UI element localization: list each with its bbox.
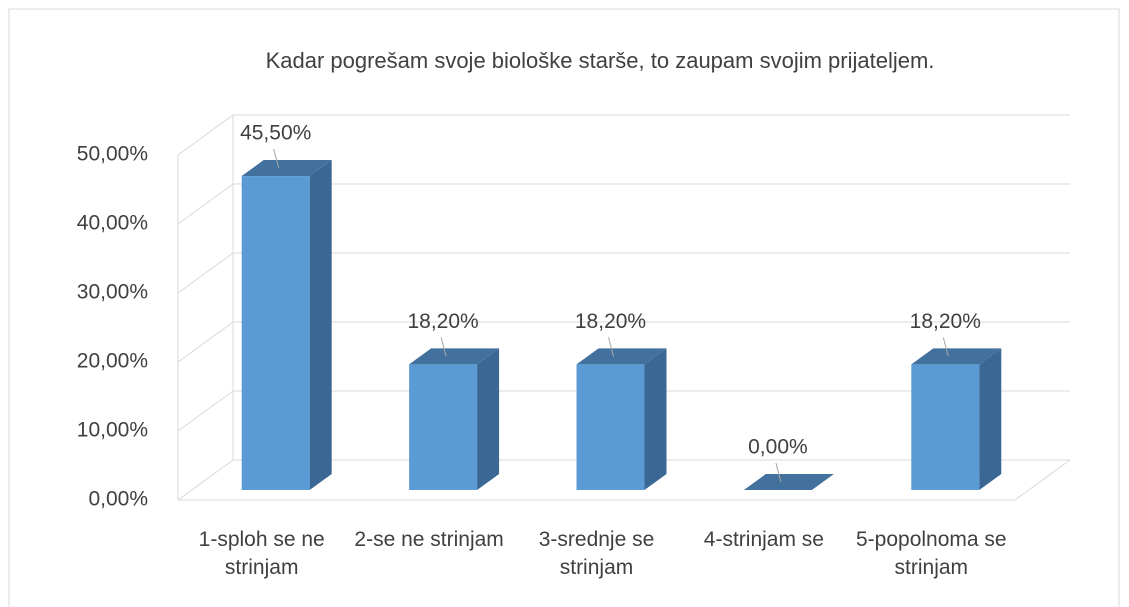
grid-line [177, 252, 234, 294]
label-leader [273, 148, 280, 169]
bar-top [911, 348, 1002, 365]
label-leader [942, 337, 949, 357]
bar-top [409, 348, 500, 365]
bar-top [576, 348, 667, 365]
y-tick-label: 50,00% [77, 143, 148, 166]
grid-line [177, 183, 234, 225]
x-tick-label: 5-popolnoma se strinjam [855, 528, 1007, 579]
value-label: 18,20% [575, 310, 646, 333]
value-label: 18,20% [407, 310, 478, 333]
bar-side [477, 348, 500, 490]
chart-title: Kadar pogrešam svoje biološke starše, to… [266, 48, 935, 73]
x-tick-label: 3-srednje se strinjam [538, 528, 655, 579]
bar [241, 176, 310, 491]
bar-side [309, 160, 332, 491]
label-leader [775, 462, 782, 483]
bar [911, 364, 980, 490]
bar-side [979, 348, 1002, 490]
bar-top [241, 160, 332, 177]
y-tick-label: 10,00% [77, 419, 148, 442]
bar-top [743, 474, 834, 490]
x-tick-label: 4-strinjam se [703, 528, 824, 551]
grid-line [177, 321, 234, 363]
value-label: 45,50% [240, 122, 311, 145]
bar [576, 364, 645, 490]
label-leader [608, 337, 614, 357]
label-leader [440, 337, 447, 357]
y-tick-label: 0,00% [88, 488, 148, 511]
y-tick-label: 30,00% [77, 281, 148, 304]
y-tick-label: 20,00% [77, 350, 148, 373]
bar [409, 364, 478, 490]
x-tick-label: 2-se ne strinjam [354, 528, 504, 551]
y-tick-label: 40,00% [77, 212, 148, 235]
grid-line [177, 114, 234, 156]
value-label: 18,20% [910, 310, 981, 333]
chart-border [8, 8, 1120, 607]
grid-line [177, 459, 234, 501]
value-label: 0,00% [748, 436, 808, 459]
grid-line [177, 390, 234, 432]
bar-side [644, 348, 667, 490]
floor-right [1014, 459, 1071, 501]
x-tick-label: 1-sploh se ne strinjam [198, 528, 325, 579]
